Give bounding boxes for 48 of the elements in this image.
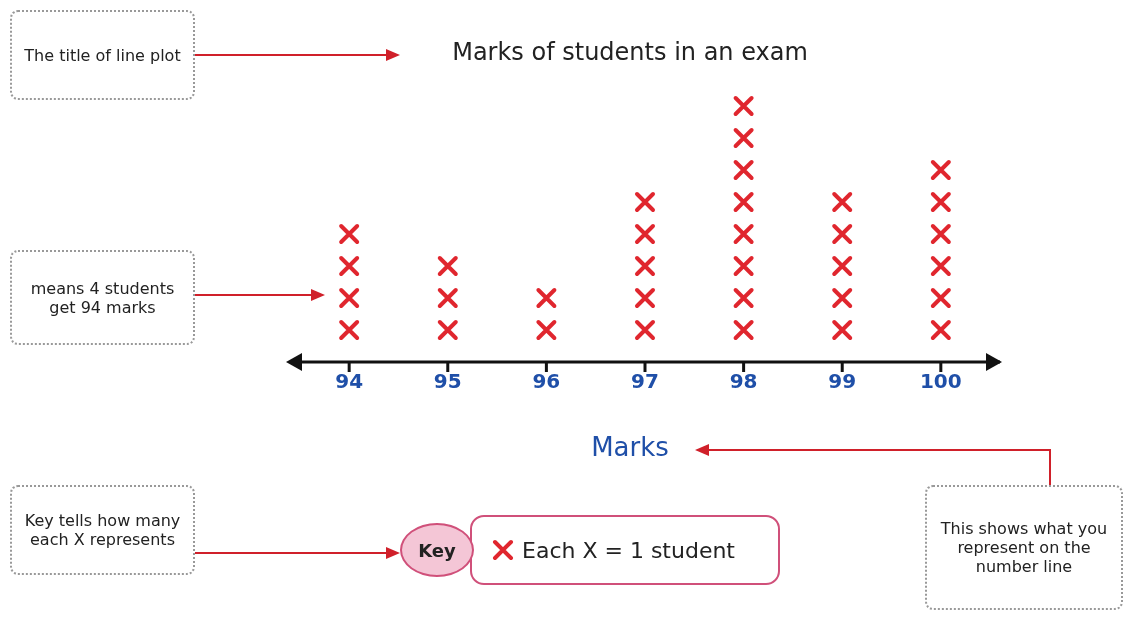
point — [437, 288, 458, 308]
x-axis-title: Marks — [590, 432, 670, 462]
text: The title of line plot — [24, 45, 181, 65]
point — [635, 256, 655, 276]
point — [930, 256, 951, 276]
point — [832, 320, 853, 340]
point — [733, 224, 754, 244]
point — [339, 288, 360, 308]
x-tick-label: 98 — [729, 369, 758, 394]
point — [832, 224, 853, 244]
point — [339, 224, 360, 244]
point — [733, 128, 754, 148]
text: means 4 students get 94 marks — [29, 278, 176, 317]
point — [733, 288, 754, 308]
point — [930, 160, 951, 180]
point — [832, 256, 853, 276]
point — [733, 160, 754, 180]
point — [635, 192, 655, 212]
x-tick-label: 94 — [335, 369, 364, 394]
point — [536, 288, 557, 308]
x-tick-label: 100 — [919, 369, 962, 394]
point — [733, 320, 754, 340]
point — [733, 192, 754, 212]
point — [832, 288, 853, 308]
point — [437, 320, 458, 340]
x-tick-label: 96 — [532, 369, 561, 394]
text: Key tells how many each X represents — [23, 511, 182, 549]
point — [635, 288, 655, 308]
point — [832, 192, 853, 212]
point — [635, 224, 655, 244]
point — [437, 256, 458, 276]
point — [339, 256, 360, 276]
point — [930, 192, 951, 212]
legend-label: Each X = 1 student — [522, 537, 735, 563]
point — [930, 288, 951, 308]
x-tick-label: 95 — [433, 369, 462, 394]
x-tick-label: 99 — [828, 369, 857, 394]
point — [733, 96, 754, 116]
legend-title: Key — [400, 523, 474, 577]
point — [339, 320, 360, 340]
point — [635, 320, 655, 340]
text: This shows what you represent on the number line — [939, 519, 1109, 576]
point — [930, 224, 951, 244]
point — [733, 256, 754, 276]
x-tick-label: 97 — [631, 369, 659, 394]
point — [536, 320, 557, 340]
chart-title: Marks of students in an exam — [451, 38, 809, 66]
point — [930, 320, 951, 340]
